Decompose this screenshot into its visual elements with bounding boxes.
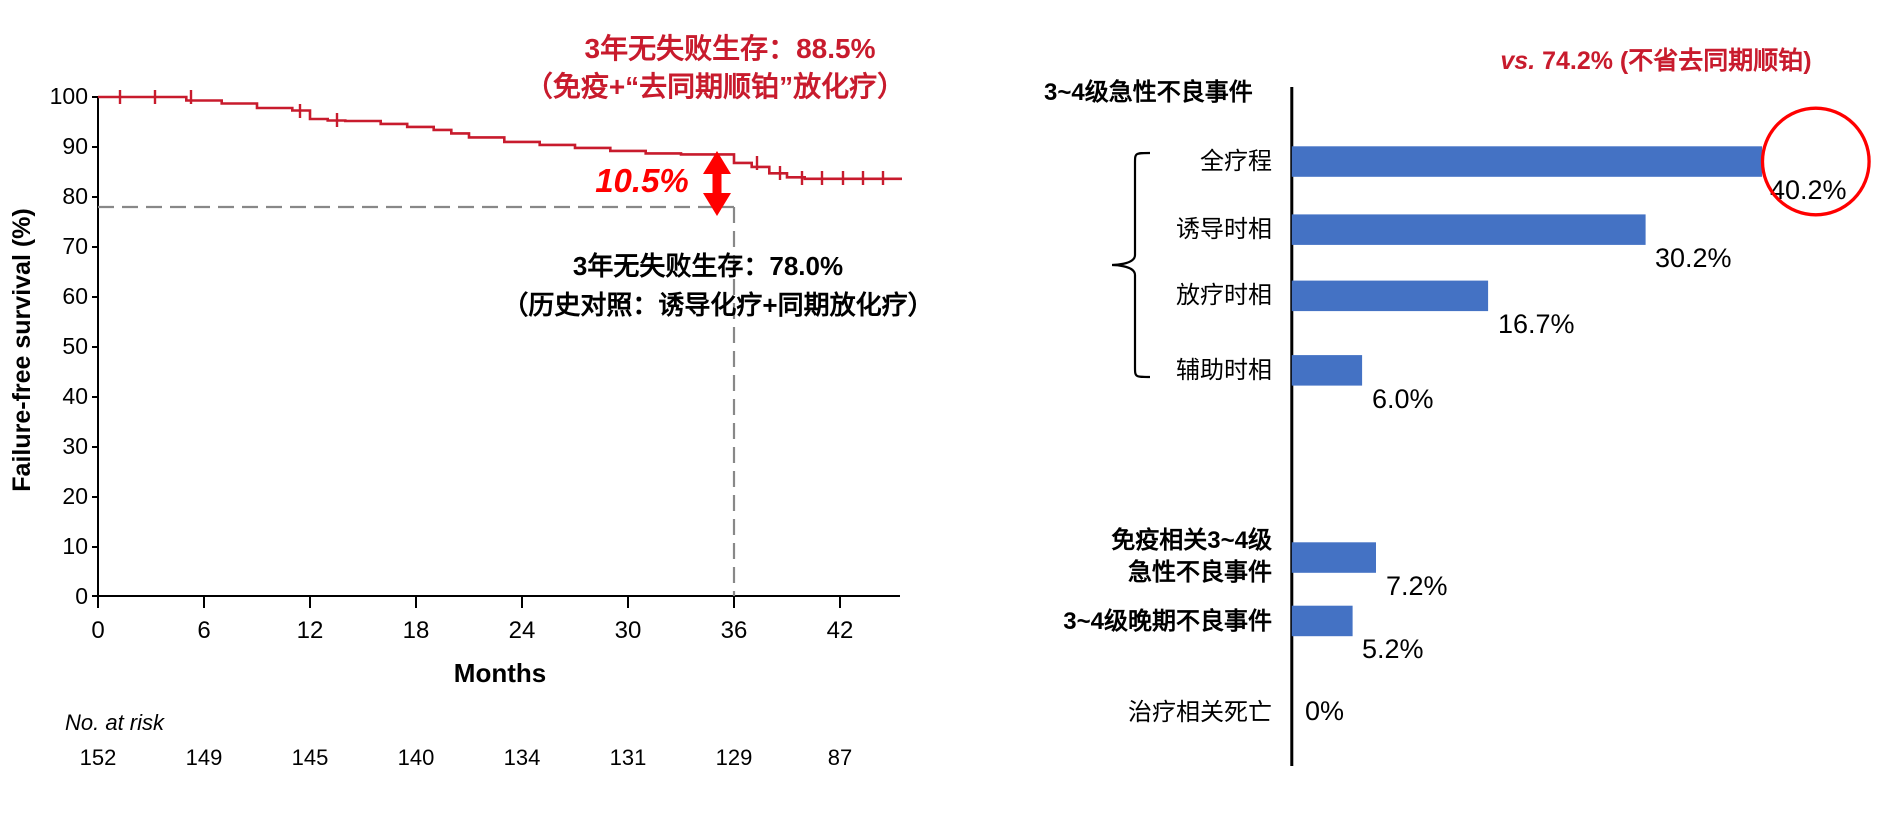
svg-text:80: 80 [62, 183, 88, 209]
svg-text:30: 30 [615, 617, 642, 644]
svg-text:6: 6 [197, 617, 210, 644]
svg-text:Failure-free survival (%): Failure-free survival (%) [8, 208, 36, 491]
svg-text:0: 0 [91, 617, 104, 644]
svg-text:Months: Months [454, 658, 546, 688]
svg-text:10.5%: 10.5% [595, 162, 689, 199]
svg-text:100: 100 [50, 83, 88, 109]
svg-text:129: 129 [716, 745, 753, 770]
svg-text:10: 10 [62, 533, 88, 559]
svg-text:30: 30 [62, 433, 88, 459]
svg-text:30.2%: 30.2% [1655, 243, 1732, 273]
svg-text:0%: 0% [1305, 696, 1344, 726]
svg-text:治疗相关死亡: 治疗相关死亡 [1128, 699, 1272, 726]
svg-text:152: 152 [80, 745, 117, 770]
svg-text:145: 145 [292, 745, 329, 770]
svg-text:放疗时相: 放疗时相 [1176, 282, 1272, 309]
svg-text:18: 18 [403, 617, 430, 644]
svg-text:（历史对照：诱导化疗+同期放化疗）: （历史对照：诱导化疗+同期放化疗） [502, 290, 933, 320]
svg-text:50: 50 [62, 333, 88, 359]
svg-text:3~4级急性不良事件: 3~4级急性不良事件 [1044, 78, 1253, 106]
svg-text:60: 60 [62, 283, 88, 309]
svg-text:3年无失败生存：78.0%: 3年无失败生存：78.0% [573, 251, 843, 281]
svg-text:87: 87 [828, 745, 852, 770]
svg-text:7.2%: 7.2% [1386, 571, 1448, 601]
svg-text:12: 12 [297, 617, 324, 644]
svg-text:131: 131 [610, 745, 647, 770]
svg-text:诱导时相: 诱导时相 [1176, 216, 1272, 243]
svg-text:20: 20 [62, 483, 88, 509]
svg-text:3~4级晚期不良事件: 3~4级晚期不良事件 [1063, 607, 1272, 635]
svg-text:免疫相关3~4级: 免疫相关3~4级 [1111, 526, 1272, 554]
svg-text:（免疫+“去同期顺铂”放化疗）: （免疫+“去同期顺铂”放化疗） [525, 70, 905, 102]
svg-text:3年无失败生存：88.5%: 3年无失败生存：88.5% [585, 32, 876, 64]
svg-text:No. at risk: No. at risk [65, 710, 165, 735]
svg-text:辅助时相: 辅助时相 [1176, 357, 1272, 384]
svg-text:急性不良事件: 急性不良事件 [1128, 558, 1272, 586]
svg-text:40: 40 [62, 383, 88, 409]
svg-text:全疗程: 全疗程 [1200, 148, 1272, 175]
svg-text:5.2%: 5.2% [1362, 634, 1424, 664]
svg-text:90: 90 [62, 133, 88, 159]
svg-text:36: 36 [721, 617, 748, 644]
svg-text:149: 149 [186, 745, 223, 770]
svg-text:24: 24 [509, 617, 536, 644]
svg-text:140: 140 [398, 745, 435, 770]
svg-text:0: 0 [75, 583, 88, 609]
svg-text:16.7%: 16.7% [1498, 309, 1575, 339]
svg-text:vs. 74.2% (不省去同期顺铂): vs. 74.2% (不省去同期顺铂) [1500, 46, 1811, 75]
svg-text:70: 70 [62, 233, 88, 259]
svg-text:6.0%: 6.0% [1372, 384, 1434, 414]
svg-text:42: 42 [827, 617, 854, 644]
svg-text:134: 134 [504, 745, 541, 770]
